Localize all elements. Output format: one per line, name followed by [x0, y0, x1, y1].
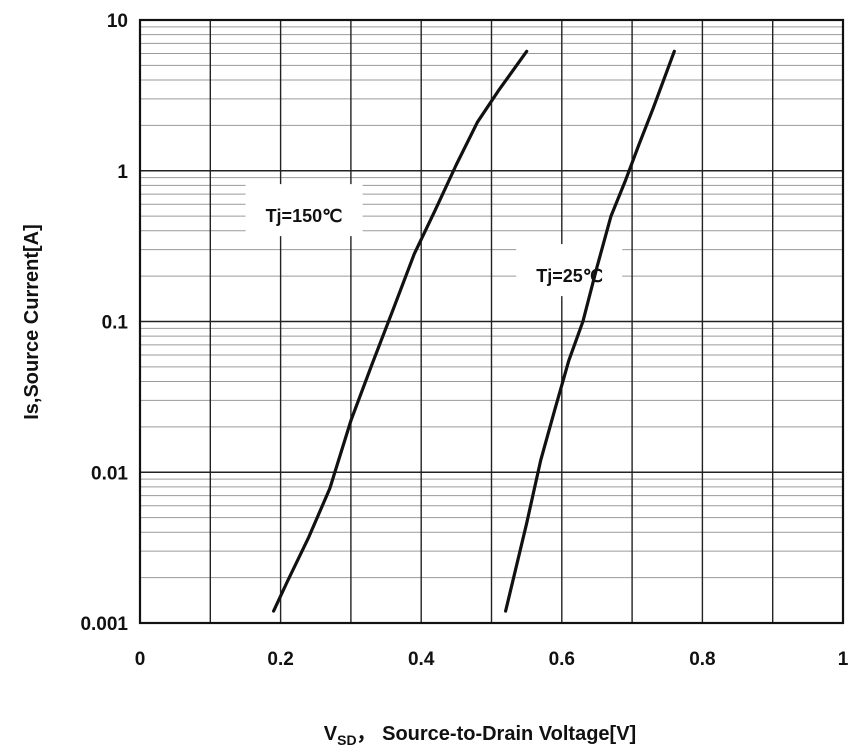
annotation-texts: Tj=150℃ Tj=25℃	[266, 206, 603, 286]
x-tick-label: 1	[838, 649, 849, 670]
x-tick-label: 0	[135, 649, 146, 670]
series-line	[504, 49, 676, 613]
y-tick-label: 0.001	[80, 614, 128, 635]
y-tick-labels: 0.001 0.01 0.1 1 10	[80, 11, 128, 635]
annotation-box	[245, 184, 363, 237]
x-tick-label: 0.6	[549, 649, 575, 670]
annotation-box	[516, 244, 623, 297]
y-tick-label: 0.01	[91, 463, 128, 484]
plot-frame	[138, 18, 845, 625]
y-tick-label: 0.1	[102, 313, 129, 334]
y-axis-title: Is,Source Current[A]	[21, 224, 43, 420]
curve-label: Tj=150℃	[266, 206, 343, 226]
y-tick-label: 1	[117, 162, 128, 183]
curves	[272, 49, 676, 613]
y-tick-label: 10	[107, 11, 128, 32]
x-tick-label: 0.2	[267, 649, 293, 670]
x-tick-labels: 0 0.2 0.4 0.6 0.8 1	[135, 649, 849, 670]
series-line	[272, 49, 529, 613]
annotation-boxes	[245, 184, 623, 297]
x-tick-label: 0.8	[689, 649, 715, 670]
x-axis-title: VSD， Source-to-Drain Voltage[V]	[324, 723, 636, 748]
x-tick-label: 0.4	[408, 649, 435, 670]
curve-label: Tj=25℃	[536, 266, 603, 286]
